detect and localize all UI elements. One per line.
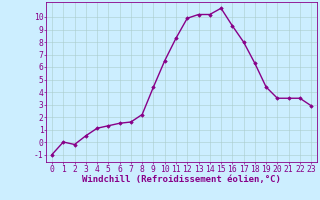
X-axis label: Windchill (Refroidissement éolien,°C): Windchill (Refroidissement éolien,°C) [82,175,281,184]
